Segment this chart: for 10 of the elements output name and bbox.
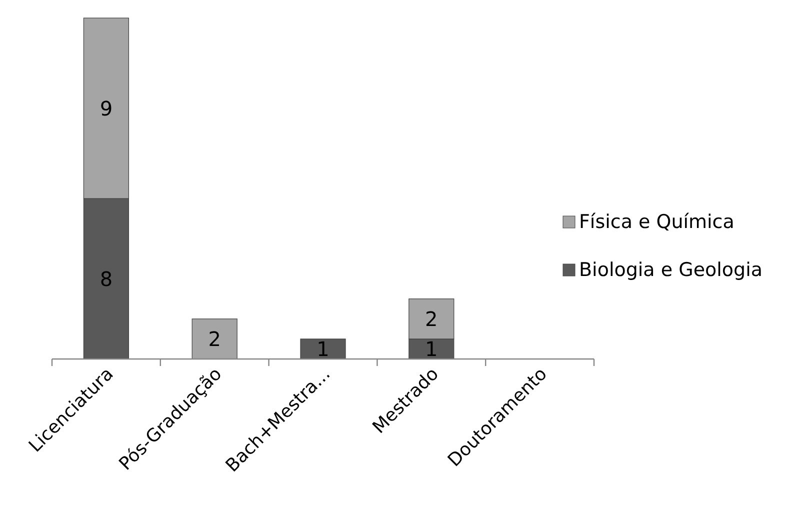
data-label: 2 [208, 326, 221, 351]
bar [192, 318, 238, 360]
data-label: 2 [425, 306, 438, 331]
bar [300, 338, 346, 360]
legend-label: Biologia e Geologia [579, 259, 763, 281]
data-label: 1 [425, 336, 438, 361]
data-label: 1 [316, 336, 330, 361]
data-label: 9 [100, 96, 113, 120]
data-label: 8 [100, 266, 113, 291]
legend-label: Física e Química [579, 211, 734, 233]
